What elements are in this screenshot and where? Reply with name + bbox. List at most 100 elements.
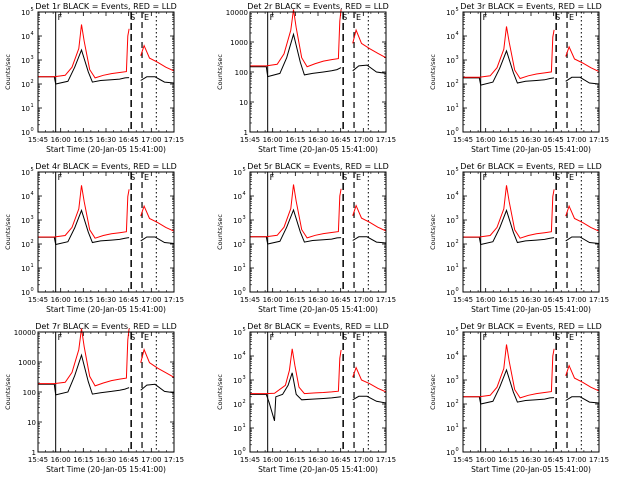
y-tick-exponent: 5 — [243, 167, 246, 173]
y-tick-label: 1 — [32, 449, 36, 457]
y-tick-label: 10 — [233, 449, 242, 457]
panel-1: Det 1r BLACK = Events, RED = LLD Counts/s… — [4, 2, 184, 154]
y-tick-exponent: 5 — [31, 167, 34, 173]
panel-title: Det 2r BLACK = Events, RED = LLD — [247, 2, 389, 11]
marker-label-e: E — [356, 173, 361, 182]
x-tick-label: 16:45 — [544, 296, 564, 304]
x-tick-label: 16:00 — [476, 456, 496, 464]
x-tick-label: 16:45 — [331, 456, 351, 464]
series-line-lld — [463, 185, 600, 239]
x-tick-label: 16:15 — [498, 136, 518, 144]
y-tick-label: 10 — [446, 105, 455, 113]
y-tick-exponent: 1 — [243, 423, 246, 429]
panel-8: Det 8r BLACK = Events, RED = LLD Counts/s… — [216, 322, 396, 474]
y-tick-label: 10 — [446, 193, 455, 201]
y-axis-label: Counts/sec — [429, 214, 437, 250]
x-tick-label: 16:00 — [51, 296, 71, 304]
marker-label-e: E — [569, 13, 574, 22]
x-tick-label: 16:45 — [119, 296, 139, 304]
marker-label-e: E — [356, 333, 361, 342]
y-tick-exponent: 0 — [456, 287, 459, 293]
x-tick-label: 15:45 — [453, 456, 473, 464]
plot-frame — [462, 331, 600, 453]
y-tick-label: 10 — [446, 289, 455, 297]
x-tick-label: 17:00 — [353, 136, 373, 144]
y-tick-exponent: 4 — [456, 191, 459, 197]
y-tick-exponent: 4 — [31, 31, 34, 37]
panel-title: Det 1r BLACK = Events, RED = LLD — [35, 2, 177, 11]
x-tick-label: 15:45 — [453, 296, 473, 304]
x-tick-label: 16:45 — [331, 296, 351, 304]
y-tick-label: 10 — [21, 33, 30, 41]
plot-frame — [462, 171, 600, 293]
x-tick-label: 17:00 — [353, 296, 373, 304]
x-tick-label: 17:00 — [141, 136, 161, 144]
x-axis-label: Start Time (20-Jan-05 15:41:00) — [46, 145, 166, 154]
y-tick-exponent: 4 — [456, 31, 459, 37]
y-tick-label: 10 — [446, 33, 455, 41]
y-tick-label: 10 — [233, 193, 242, 201]
panel-4: Det 4r BLACK = Events, RED = LLD Counts/s… — [4, 162, 184, 314]
x-tick-label: 15:45 — [240, 136, 260, 144]
x-tick-label: 15:45 — [28, 456, 48, 464]
panel-6: Det 6r BLACK = Events, RED = LLD Counts/s… — [429, 162, 609, 314]
y-tick-exponent: 0 — [31, 287, 34, 293]
series-line-events — [463, 49, 600, 86]
y-tick-exponent: 2 — [456, 399, 459, 405]
y-tick-exponent: 3 — [456, 55, 459, 61]
plot-frame — [249, 11, 387, 133]
x-tick-label: 16:00 — [263, 296, 283, 304]
y-tick-label: 10 — [21, 81, 30, 89]
x-tick-label: 16:00 — [51, 136, 71, 144]
y-tick-label: 10 — [21, 289, 30, 297]
marker-label-e: E — [144, 13, 149, 22]
series-line-events — [463, 208, 600, 246]
series-line-events — [38, 353, 175, 396]
series-line-lld — [250, 348, 387, 395]
y-tick-label: 10 — [233, 169, 242, 177]
x-tick-label: 17:00 — [566, 296, 586, 304]
panel-7: Det 7r BLACK = Events, RED = LLD Counts/s… — [4, 322, 184, 474]
x-axis-label: Start Time (20-Jan-05 15:41:00) — [258, 145, 378, 154]
y-tick-label: 10000 — [14, 329, 36, 337]
y-tick-exponent: 2 — [456, 79, 459, 85]
marker-label-s: S — [130, 173, 135, 182]
marker-label-f: F — [483, 333, 488, 342]
marker-label-f: F — [58, 13, 63, 22]
x-tick-label: 16:15 — [285, 296, 305, 304]
y-tick-exponent: 0 — [456, 127, 459, 133]
y-axis-label: Counts/sec — [429, 374, 437, 410]
marker-label-f: F — [58, 333, 63, 342]
panel-title: Det 7r BLACK = Events, RED = LLD — [35, 322, 177, 331]
series-line-lld — [463, 344, 600, 399]
y-axis-label: Counts/sec — [4, 214, 12, 250]
y-tick-label: 10000 — [226, 9, 248, 17]
marker-label-s: S — [555, 13, 560, 22]
plot-frame — [37, 171, 175, 293]
y-tick-label: 10 — [446, 401, 455, 409]
marker-label-s: S — [342, 13, 347, 22]
panel-title: Det 4r BLACK = Events, RED = LLD — [35, 162, 177, 171]
y-tick-exponent: 1 — [456, 103, 459, 109]
marker-label-s: S — [342, 333, 347, 342]
x-tick-label: 16:45 — [119, 136, 139, 144]
series-line-lld — [38, 328, 175, 387]
series-line-events — [250, 372, 387, 421]
x-tick-label: 17:15 — [164, 136, 184, 144]
x-tick-label: 16:30 — [308, 136, 328, 144]
y-tick-exponent: 2 — [243, 399, 246, 405]
x-tick-label: 16:15 — [73, 296, 93, 304]
y-tick-exponent: 0 — [456, 447, 459, 453]
x-tick-label: 17:15 — [376, 136, 396, 144]
marker-label-e: E — [144, 173, 149, 182]
marker-label-s: S — [342, 173, 347, 182]
panel-title: Det 6r BLACK = Events, RED = LLD — [460, 162, 602, 171]
y-axis-label: Counts/sec — [216, 54, 224, 90]
x-axis-label: Start Time (20-Jan-05 15:41:00) — [46, 465, 166, 474]
y-tick-exponent: 2 — [243, 239, 246, 245]
y-tick-label: 10 — [233, 401, 242, 409]
y-tick-label: 10 — [446, 169, 455, 177]
x-tick-label: 15:45 — [240, 456, 260, 464]
y-tick-exponent: 2 — [31, 239, 34, 245]
